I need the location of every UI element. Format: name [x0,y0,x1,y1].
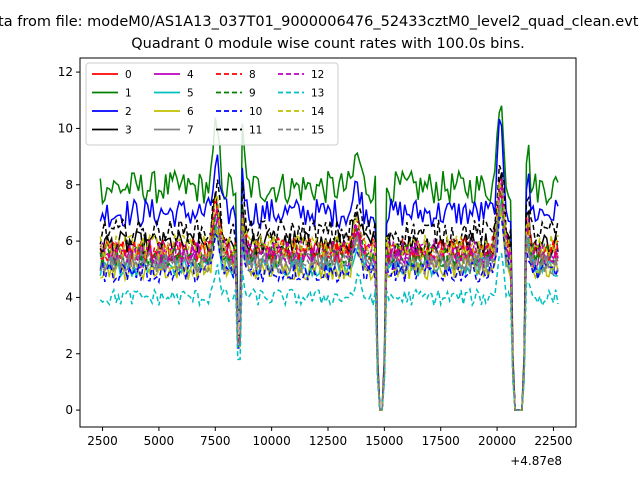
series-line-5 [99,198,559,411]
legend-label: 5 [187,88,194,100]
y-tick-label: 12 [58,65,73,79]
series-line-1 [99,105,559,411]
series-line-13 [99,252,559,411]
series-line-8 [100,179,559,411]
legend-label: 13 [311,88,324,100]
x-tick-label: 5000 [144,434,175,448]
legend-label: 15 [311,125,324,137]
series-line-7 [99,200,559,411]
figure-suptitle: Data from file: modeM0/AS1A13_037T01_900… [0,14,639,30]
series-line-9 [99,189,559,411]
x-tick-label: 12500 [309,434,347,448]
series-lines-layer [99,105,559,411]
legend-label: 6 [187,106,194,118]
legend-label: 7 [187,125,194,137]
chart-title: Quadrant 0 module wise count rates with … [131,36,525,52]
y-tick-label: 6 [65,234,73,248]
legend-label: 12 [311,69,324,81]
legend-label: 3 [125,125,132,137]
legend-label: 11 [249,125,262,137]
x-axis: 2500 5000 7500 10000 12500 15000 17500 20000 225… [87,427,573,448]
legend-label: 4 [187,69,194,81]
x-offset-label: +4.87e8 [510,454,562,468]
series-line-12 [99,179,559,411]
x-tick-label: 17500 [422,434,460,448]
y-tick-label: 2 [65,347,73,361]
x-tick-label: 2500 [87,434,118,448]
series-line-2 [99,118,559,411]
legend-label: 2 [125,106,132,118]
y-tick-label: 10 [58,121,73,135]
x-tick-label: 10000 [253,434,291,448]
x-tick-label: 22500 [534,434,572,448]
legend-label: 0 [125,69,132,81]
series-line-11 [99,164,559,411]
x-tick-label: 7500 [200,434,231,448]
y-axis: 0 2 4 6 8 10 12 [58,65,80,417]
legend-label: 9 [249,88,256,100]
legend-box [85,62,339,146]
x-tick-label: 20000 [478,434,516,448]
series-line-14 [99,181,559,411]
legend-label: 10 [249,106,262,118]
y-tick-label: 0 [65,403,73,417]
legend-label: 14 [311,106,325,118]
series-line-15 [99,203,559,411]
y-tick-label: 8 [65,178,73,192]
legend-label: 8 [249,69,256,81]
x-tick-label: 15000 [365,434,403,448]
legend-label: 1 [125,88,132,100]
y-tick-label: 4 [65,290,73,304]
